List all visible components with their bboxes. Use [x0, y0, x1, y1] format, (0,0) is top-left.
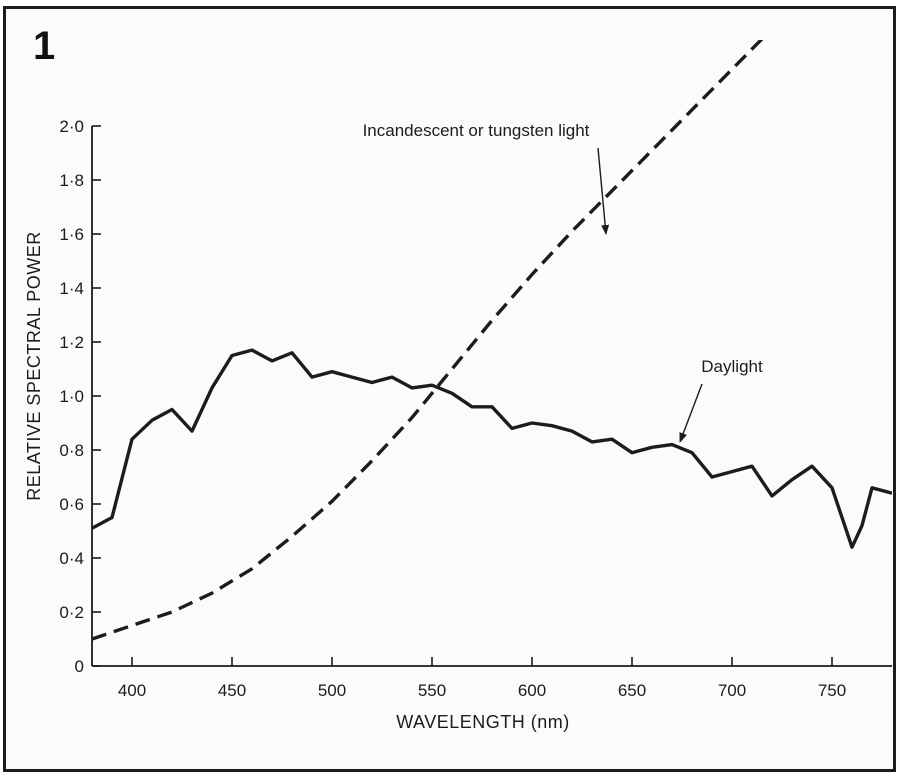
- incandescent-annotation-arrow: [597, 147, 610, 235]
- incandescent-series-line: [92, 40, 764, 641]
- y-tick-label: 1·2: [59, 333, 84, 352]
- y-tick-label: 0·4: [59, 549, 84, 568]
- incandescent-annotation-label: Incandescent or tungsten light: [363, 121, 590, 140]
- y-tick-label: 0·2: [59, 603, 84, 622]
- daylight-annotation-arrow: [679, 383, 703, 443]
- y-axis-title: RELATIVE SPECTRAL POWER: [24, 231, 44, 501]
- daylight-annotation-label: Daylight: [701, 357, 763, 376]
- x-tick-label: 400: [118, 681, 146, 700]
- figure-frame: [3, 6, 896, 772]
- y-tick-label: 1·0: [59, 387, 84, 406]
- x-tick-label: 450: [218, 681, 246, 700]
- y-tick-label: 1·6: [59, 225, 84, 244]
- x-tick-label: 550: [418, 681, 446, 700]
- y-tick-label: 0·6: [59, 495, 84, 514]
- y-tick-label: 2·0: [59, 117, 84, 136]
- y-tick-label: 0·8: [59, 441, 84, 460]
- y-tick-label: 1·8: [59, 171, 84, 190]
- y-tick-label: 0: [75, 657, 84, 676]
- daylight-series-line: [92, 348, 892, 549]
- x-tick-label: 650: [618, 681, 646, 700]
- x-axis-title: WAVELENGTH (nm): [396, 712, 570, 732]
- x-tick-label: 700: [718, 681, 746, 700]
- figure-number: 1: [33, 24, 56, 68]
- x-tick-label: 750: [818, 681, 846, 700]
- y-tick-label: 1·4: [59, 279, 84, 298]
- x-tick-label: 500: [318, 681, 346, 700]
- x-tick-label: 600: [518, 681, 546, 700]
